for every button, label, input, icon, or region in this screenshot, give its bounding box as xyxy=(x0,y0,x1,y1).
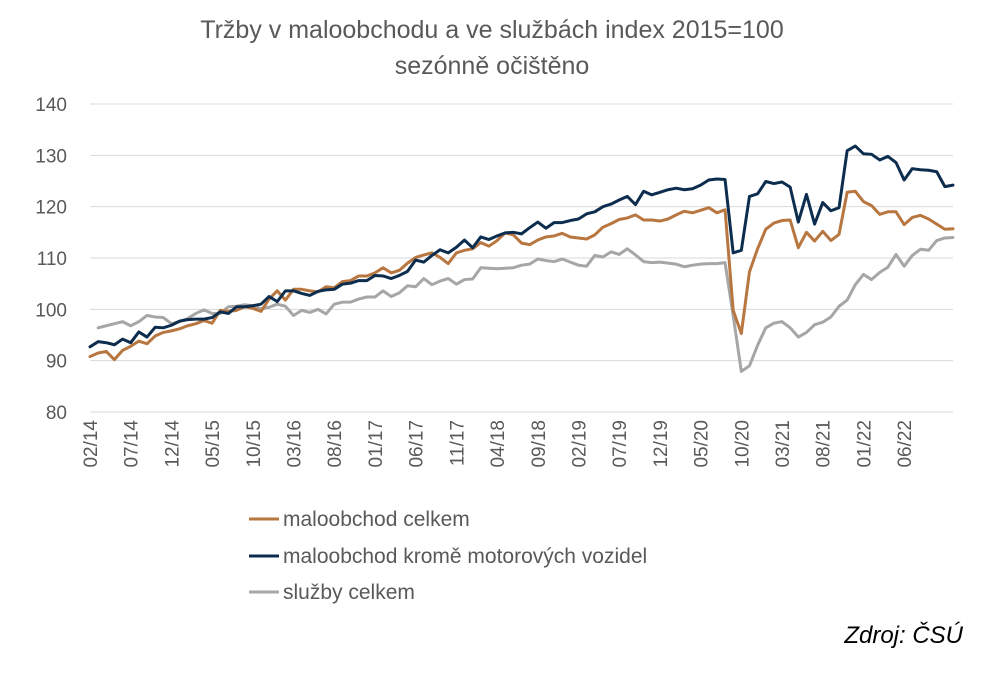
y-tick-label: 80 xyxy=(46,403,67,424)
y-tick-label: 130 xyxy=(35,146,67,167)
series-line-0 xyxy=(88,189,955,362)
legend: maloobchod celkem maloobchod kromě motoro… xyxy=(249,508,647,604)
x-tick-label: 05/15 xyxy=(203,420,224,468)
x-tick-label: 07/19 xyxy=(610,420,631,468)
y-tick-label: 100 xyxy=(35,300,67,321)
x-tick-label: 12/14 xyxy=(162,420,183,468)
x-tick-label: 02/14 xyxy=(81,420,102,468)
x-tick-label: 07/14 xyxy=(122,420,143,468)
x-tick-label: 10/15 xyxy=(244,420,265,468)
x-tick-label: 06/17 xyxy=(407,420,428,468)
y-tick-label: 110 xyxy=(37,249,67,270)
x-tick-label: 08/21 xyxy=(814,420,835,468)
series-lines xyxy=(88,144,955,373)
x-tick-label: 05/20 xyxy=(692,420,713,468)
y-tick-label: 120 xyxy=(35,198,67,219)
x-tick-label: 01/22 xyxy=(854,420,875,468)
legend-label-0: maloobchod celkem xyxy=(283,508,470,531)
x-tick-label: 03/16 xyxy=(285,420,306,468)
x-tick-label: 09/18 xyxy=(529,420,550,468)
chart-title: Tržby v maloobchodu a ve službách index … xyxy=(200,16,783,80)
x-tick-label: 02/19 xyxy=(569,420,590,468)
legend-label-2: služby celkem xyxy=(283,581,415,604)
gridlines xyxy=(90,103,953,413)
x-tick-label: 04/18 xyxy=(488,420,509,468)
x-axis-ticks: 02/14 07/14 12/14 05/15 10/15 03/16 08/16 01/17… xyxy=(81,420,916,468)
x-tick-label: 08/16 xyxy=(325,420,346,468)
y-tick-label: 90 xyxy=(46,352,67,373)
y-axis-ticks: 80 90 100 110 120 130 140 xyxy=(35,95,67,424)
source-note: Zdroj: ČSÚ xyxy=(844,622,963,649)
x-tick-label: 03/21 xyxy=(773,420,794,468)
chart-title-line-2: sezónně očištěno xyxy=(395,52,590,80)
x-tick-label: 06/22 xyxy=(895,420,916,468)
x-tick-label: 11/17 xyxy=(447,420,468,466)
x-tick-label: 10/20 xyxy=(732,420,753,468)
legend-label-1: maloobchod kromě motorových vozidel xyxy=(283,545,647,568)
x-tick-label: 12/19 xyxy=(651,420,672,468)
chart-title-line-1: Tržby v maloobchodu a ve službách index … xyxy=(200,16,783,44)
x-tick-label: 01/17 xyxy=(366,420,387,468)
y-tick-label: 140 xyxy=(35,95,67,116)
series-line-1 xyxy=(88,144,955,349)
